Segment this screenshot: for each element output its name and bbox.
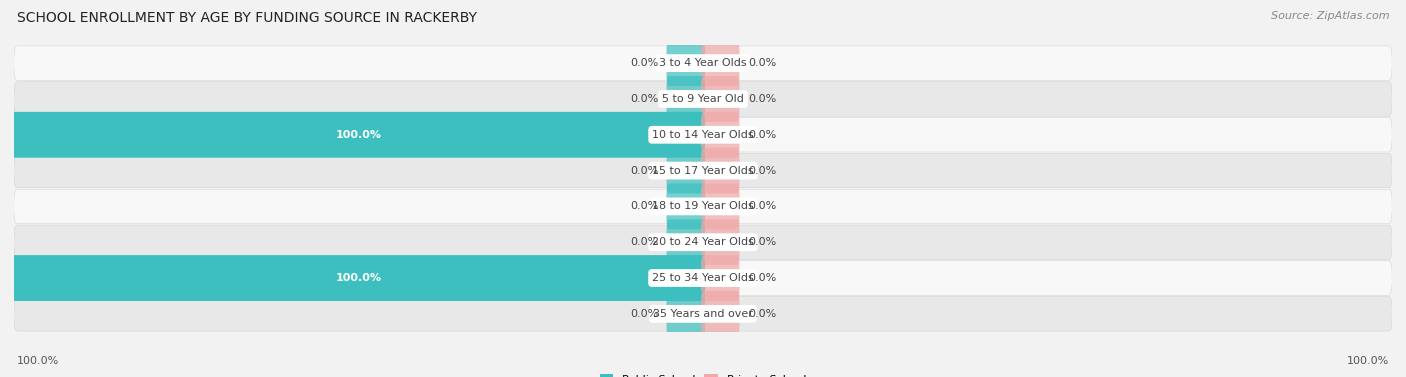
FancyBboxPatch shape: [13, 112, 704, 158]
FancyBboxPatch shape: [666, 219, 704, 265]
Text: 0.0%: 0.0%: [748, 309, 776, 319]
Legend: Public School, Private School: Public School, Private School: [595, 370, 811, 377]
Text: 3 to 4 Year Olds: 3 to 4 Year Olds: [659, 58, 747, 68]
Text: 0.0%: 0.0%: [630, 94, 658, 104]
FancyBboxPatch shape: [13, 255, 704, 301]
Text: 0.0%: 0.0%: [630, 237, 658, 247]
FancyBboxPatch shape: [666, 76, 704, 122]
Text: 0.0%: 0.0%: [748, 94, 776, 104]
FancyBboxPatch shape: [14, 153, 1392, 188]
Text: 0.0%: 0.0%: [630, 201, 658, 211]
Text: 15 to 17 Year Olds: 15 to 17 Year Olds: [652, 166, 754, 176]
FancyBboxPatch shape: [666, 291, 704, 337]
FancyBboxPatch shape: [14, 297, 1392, 331]
Text: 5 to 9 Year Old: 5 to 9 Year Old: [662, 94, 744, 104]
FancyBboxPatch shape: [14, 261, 1392, 295]
FancyBboxPatch shape: [702, 291, 740, 337]
FancyBboxPatch shape: [702, 255, 740, 301]
Text: 25 to 34 Year Olds: 25 to 34 Year Olds: [652, 273, 754, 283]
FancyBboxPatch shape: [666, 40, 704, 86]
Text: 10 to 14 Year Olds: 10 to 14 Year Olds: [652, 130, 754, 140]
FancyBboxPatch shape: [14, 82, 1392, 116]
FancyBboxPatch shape: [702, 219, 740, 265]
Text: 0.0%: 0.0%: [630, 166, 658, 176]
Text: 35 Years and over: 35 Years and over: [652, 309, 754, 319]
Text: SCHOOL ENROLLMENT BY AGE BY FUNDING SOURCE IN RACKERBY: SCHOOL ENROLLMENT BY AGE BY FUNDING SOUR…: [17, 11, 477, 25]
Text: 20 to 24 Year Olds: 20 to 24 Year Olds: [652, 237, 754, 247]
Text: 0.0%: 0.0%: [630, 309, 658, 319]
Text: 0.0%: 0.0%: [748, 58, 776, 68]
Text: 18 to 19 Year Olds: 18 to 19 Year Olds: [652, 201, 754, 211]
FancyBboxPatch shape: [702, 76, 740, 122]
FancyBboxPatch shape: [702, 112, 740, 158]
Text: 0.0%: 0.0%: [630, 58, 658, 68]
Text: 100.0%: 100.0%: [336, 273, 381, 283]
Text: 0.0%: 0.0%: [748, 273, 776, 283]
FancyBboxPatch shape: [14, 189, 1392, 224]
Text: 0.0%: 0.0%: [748, 130, 776, 140]
Text: 100.0%: 100.0%: [336, 130, 381, 140]
FancyBboxPatch shape: [702, 184, 740, 229]
FancyBboxPatch shape: [666, 148, 704, 193]
Text: 0.0%: 0.0%: [748, 201, 776, 211]
FancyBboxPatch shape: [14, 46, 1392, 80]
Text: 0.0%: 0.0%: [748, 166, 776, 176]
FancyBboxPatch shape: [702, 148, 740, 193]
FancyBboxPatch shape: [666, 184, 704, 229]
FancyBboxPatch shape: [14, 225, 1392, 259]
FancyBboxPatch shape: [14, 118, 1392, 152]
Text: 100.0%: 100.0%: [1347, 356, 1389, 366]
FancyBboxPatch shape: [702, 40, 740, 86]
Text: 0.0%: 0.0%: [748, 237, 776, 247]
Text: 100.0%: 100.0%: [17, 356, 59, 366]
Text: Source: ZipAtlas.com: Source: ZipAtlas.com: [1271, 11, 1389, 21]
